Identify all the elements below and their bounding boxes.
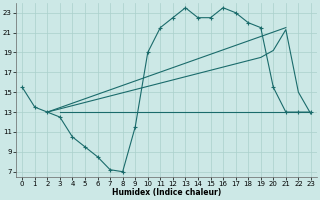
X-axis label: Humidex (Indice chaleur): Humidex (Indice chaleur)	[112, 188, 221, 197]
